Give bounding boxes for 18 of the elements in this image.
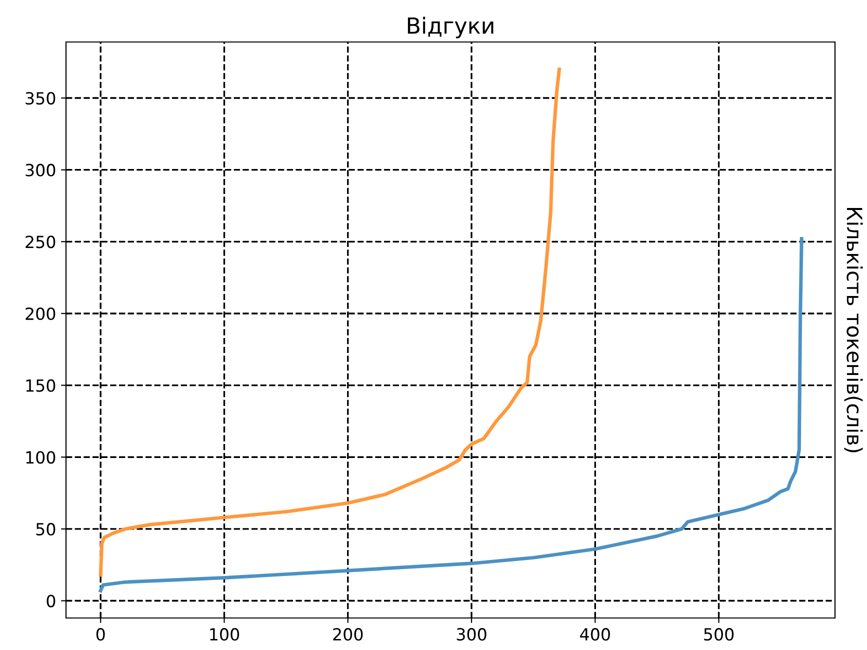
x-tick-label: 300 <box>456 628 486 641</box>
x-tick-label: 100 <box>210 628 240 641</box>
y-tick-label: 150 <box>26 379 56 392</box>
y-axis-title: Кількість токенів(слів) <box>844 208 863 452</box>
x-tick-label: 500 <box>704 628 734 641</box>
y-tick-label: 50 <box>36 522 56 536</box>
line-series <box>98 237 804 592</box>
chart-title: Відгуки <box>408 16 494 38</box>
x-tick-label: 200 <box>333 628 363 641</box>
y-tick-label: 0 <box>46 594 56 608</box>
y-tick-label: 200 <box>26 307 56 320</box>
y-tick-label: 250 <box>26 236 56 248</box>
line-series <box>98 68 562 577</box>
x-tick-label: 0 <box>96 628 105 641</box>
y-tick-label: 100 <box>26 451 56 464</box>
y-tick-label: 300 <box>26 164 56 176</box>
y-tick-label: 350 <box>26 92 56 105</box>
x-tick-label: 400 <box>580 628 610 641</box>
